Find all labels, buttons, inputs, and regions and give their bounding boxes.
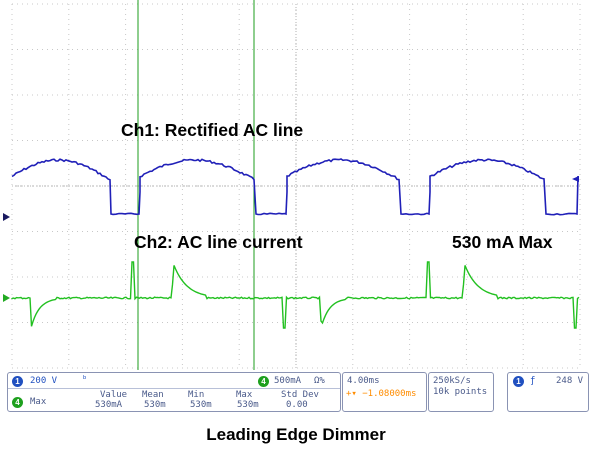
std-dev-cell: 0.00: [286, 400, 308, 410]
ch1-ground-marker: [3, 213, 10, 221]
max-cell: 530m: [237, 400, 259, 410]
min-cell: 530m: [190, 400, 212, 410]
oscilloscope-screen: Ch1: Rectified AC line Ch2: AC line curr…: [3, 0, 581, 370]
ch1-badge[interactable]: 1: [12, 376, 23, 387]
ch1-trace: [11, 158, 579, 216]
max-annotation: 530 mA Max: [452, 232, 553, 252]
record-length: 10k points: [433, 387, 488, 397]
sample-rate: 250kS/s: [433, 376, 471, 386]
measurement-source-badge[interactable]: 4: [12, 397, 23, 408]
readout-divider: [8, 388, 340, 389]
status-bar: 1 200 V ᵇ 4 500mA Ω% 4 Max Value Mean Mi…: [7, 372, 589, 412]
ch2-trace: [11, 261, 580, 329]
trigger-panel[interactable]: 1 ƒ 248 V: [507, 372, 589, 412]
ch2-badge[interactable]: 4: [258, 376, 269, 387]
channel-readout-panel[interactable]: 1 200 V ᵇ 4 500mA Ω% 4 Max Value Mean Mi…: [7, 372, 341, 412]
ch1-label: Ch1: Rectified AC line: [121, 120, 303, 140]
acquisition-panel[interactable]: 250kS/s 10k points: [428, 372, 494, 412]
value-cell: 530mA: [95, 400, 123, 410]
ch2-label: Ch2: AC line current: [134, 232, 303, 252]
ch2-coupling: Ω%: [314, 376, 325, 386]
timebase-scale: 4.00ms: [347, 376, 380, 386]
graticule-grid: [11, 3, 581, 369]
header-std-dev: Std Dev: [281, 390, 319, 400]
ch1-trigger-level-marker: [572, 176, 579, 182]
mean-cell: 530m: [144, 400, 166, 410]
header-mean: Mean: [142, 390, 164, 400]
timebase-panel[interactable]: 4.00ms +▾ −1.08000ms: [342, 372, 427, 412]
figure-caption: Leading Edge Dimmer: [206, 425, 386, 444]
trigger-position: +▾ −1.08000ms: [346, 389, 417, 399]
trigger-level: 248 V: [556, 376, 584, 386]
ch2-ground-marker: [3, 294, 10, 302]
header-min: Min: [188, 390, 205, 400]
ch2-scale: 500mA: [274, 376, 302, 386]
rising-edge-icon: ƒ: [530, 376, 536, 386]
waveform-display: Ch1: Rectified AC line Ch2: AC line curr…: [3, 0, 581, 370]
measurement-name: Max: [30, 397, 47, 407]
header-max: Max: [236, 390, 253, 400]
ch1-scale: 200 V: [30, 376, 58, 386]
bandwidth-limit-icon: ᵇ: [82, 375, 88, 385]
trigger-source-badge[interactable]: 1: [513, 376, 524, 387]
header-value: Value: [100, 390, 128, 400]
